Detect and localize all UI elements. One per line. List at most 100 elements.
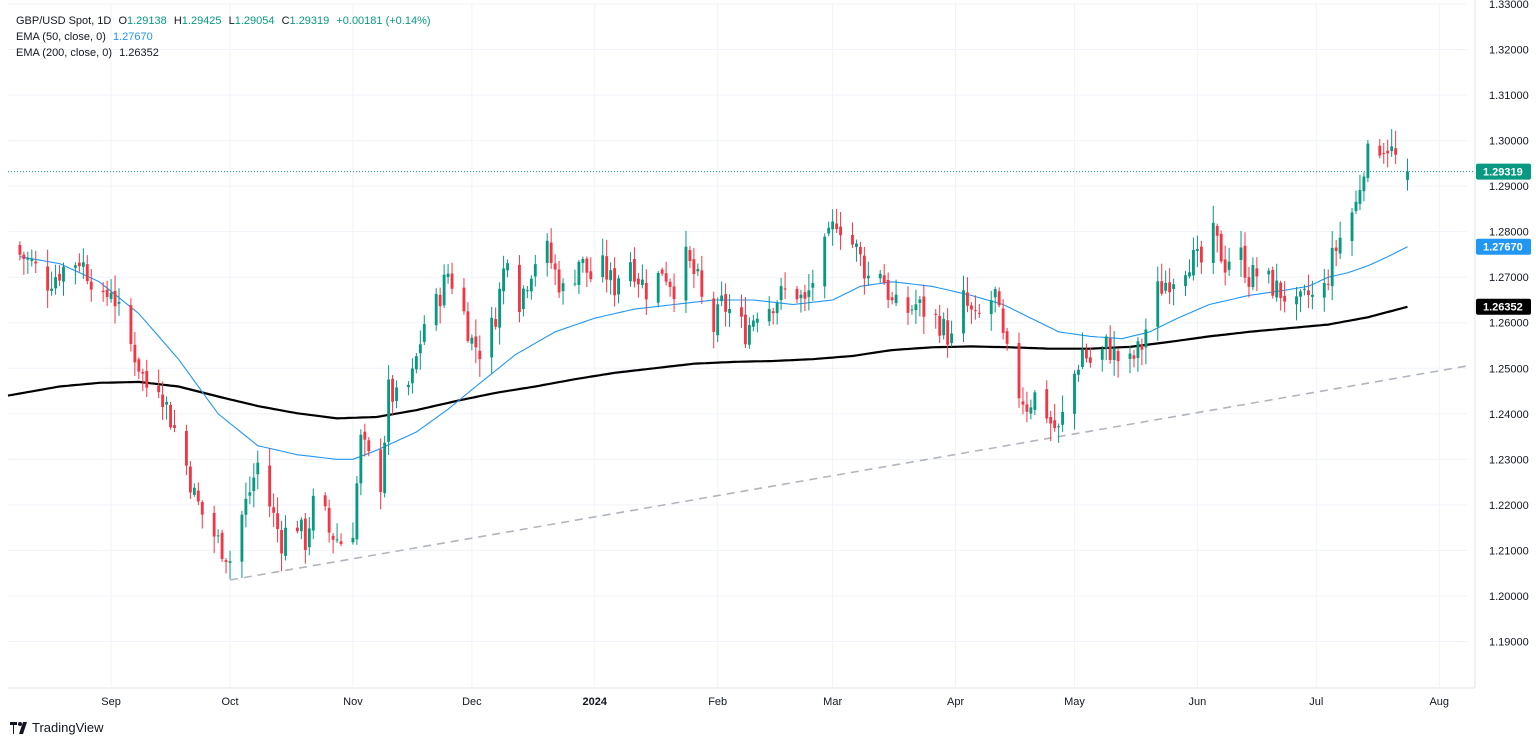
candle-body [1192, 249, 1195, 276]
candle-body [1350, 212, 1354, 242]
candle-body [295, 527, 299, 532]
candle-body [906, 297, 910, 313]
candle-body [395, 387, 398, 401]
candle-body [696, 268, 700, 272]
candle-body [1088, 357, 1092, 363]
candle-body [660, 269, 664, 274]
symbol-title[interactable]: GBP/USD Spot, 1D [16, 15, 112, 27]
legend-row-ema200[interactable]: EMA (200, close, 0) 1.26352 [16, 45, 431, 61]
candle-body [85, 264, 89, 282]
candle-body [1366, 143, 1370, 178]
candle-body [1338, 237, 1342, 254]
candle-body [589, 271, 593, 280]
candle-body [740, 307, 743, 317]
x-tick-label: Jun [1189, 696, 1207, 708]
candle-body [529, 278, 533, 292]
candle-body [724, 294, 728, 312]
ema50-layer [19, 246, 1408, 460]
y-tick-label: 1.19000 [1489, 636, 1529, 648]
candle-body [89, 281, 93, 290]
candle-body [886, 279, 890, 300]
candle-body [165, 401, 169, 405]
y-tick-label: 1.23000 [1489, 454, 1529, 466]
candle-body [533, 264, 537, 277]
candle-body [827, 227, 831, 234]
candle-body [101, 290, 105, 293]
candle-body [609, 270, 613, 281]
candle-body [351, 537, 355, 543]
y-tick-label: 1.27000 [1489, 272, 1529, 284]
candle-body [422, 324, 426, 342]
candle-body [950, 333, 954, 344]
legend-row-ema50[interactable]: EMA (50, close, 0) 1.27670 [16, 29, 431, 45]
candle-body [1136, 341, 1140, 359]
candle-body [1394, 148, 1398, 155]
y-tick-label: 1.33000 [1489, 0, 1529, 11]
candle-body [169, 404, 172, 428]
candle-body [617, 278, 620, 295]
y-tick-label: 1.24000 [1489, 409, 1529, 421]
candle-body [1239, 247, 1243, 260]
candle-body [1362, 176, 1366, 192]
tradingview-logo[interactable]: TradingView [10, 720, 104, 735]
candle-body [656, 272, 660, 303]
trendline-layer [229, 365, 1468, 581]
candle-body [807, 290, 811, 297]
candle-body [973, 310, 977, 312]
high-label: H [173, 15, 182, 27]
candle-body [1017, 343, 1021, 399]
candle-body [1061, 411, 1065, 425]
candle-body [1033, 392, 1037, 410]
candle-body [284, 527, 287, 556]
candle-body [1211, 222, 1215, 264]
candle-body [1195, 248, 1199, 251]
candle-body [1116, 351, 1120, 362]
candle-body [585, 258, 589, 273]
candle-body [224, 560, 228, 563]
candle-body [636, 278, 640, 285]
candle-body [410, 368, 414, 384]
candle-body [490, 317, 494, 358]
candle-body [1247, 277, 1251, 287]
ema50-line [19, 246, 1408, 460]
candle-body [942, 318, 946, 336]
ohlc-open: O1.29138 [118, 15, 166, 27]
candle-body [407, 384, 410, 388]
candle-body [1132, 355, 1136, 359]
candle-body [966, 292, 969, 306]
candle-body [240, 514, 244, 562]
candle-body [379, 449, 383, 493]
price-badge [1476, 298, 1531, 315]
candle-body [632, 258, 636, 282]
y-tick-label: 1.28000 [1489, 227, 1529, 239]
candle-body [882, 275, 886, 284]
brand-name: TradingView [32, 720, 104, 735]
candle-body [434, 293, 438, 326]
candle-body [1144, 329, 1148, 348]
candle-body [823, 236, 827, 287]
candle-body [1045, 389, 1049, 419]
candle-body [795, 288, 799, 300]
candle-body [34, 261, 38, 264]
candle-body [1354, 201, 1358, 212]
candle-body [862, 255, 866, 279]
candle-body [303, 518, 307, 550]
candle-body [1243, 245, 1247, 278]
candle-body [157, 385, 161, 393]
candle-body [1156, 281, 1160, 327]
candle-body [50, 288, 54, 291]
candle-body [470, 337, 474, 344]
candle-body [1255, 268, 1259, 277]
candle-body [1080, 349, 1084, 367]
candle-body [220, 532, 224, 559]
support-trendline [229, 365, 1468, 581]
candle-body [137, 359, 141, 372]
candle-body [1326, 283, 1330, 285]
candle-body [339, 541, 343, 544]
candle-body [969, 305, 973, 310]
candle-body [993, 289, 997, 298]
candle-body [188, 466, 192, 493]
candle-body [73, 265, 77, 268]
